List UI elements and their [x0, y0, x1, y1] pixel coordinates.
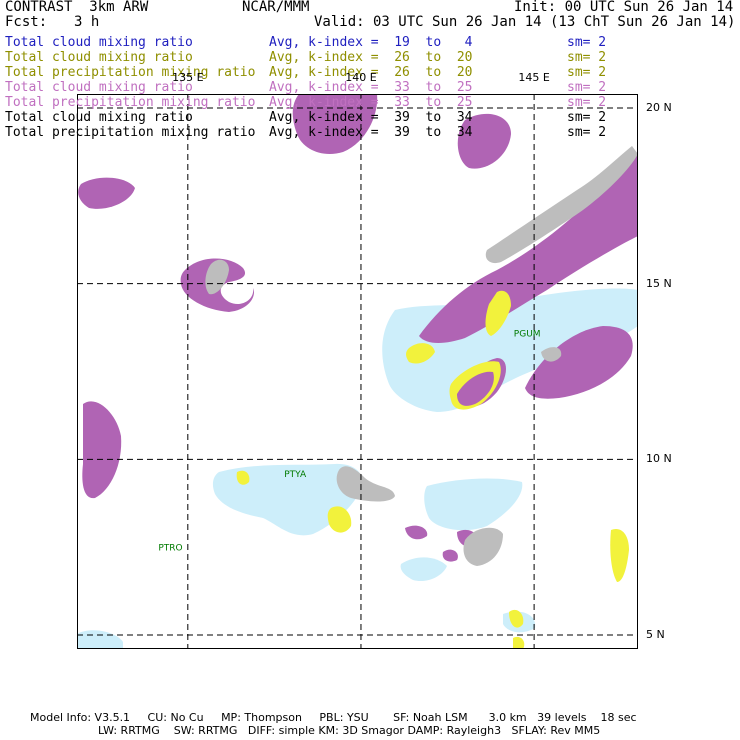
cloud-purple-region	[292, 94, 378, 154]
legend-k-index-range: Avg, k-index = 39 to 34	[269, 110, 473, 125]
cloud-light-blue-region	[77, 630, 123, 649]
legend-field-name: Total cloud mixing ratio	[5, 80, 193, 95]
legend-k-index-range: Avg, k-index = 39 to 34	[269, 125, 473, 140]
precip-yellow-region	[327, 506, 352, 533]
station-label: PGUM	[514, 329, 541, 339]
precip-yellow-region	[457, 371, 494, 406]
precip-yellow-region	[509, 609, 524, 628]
cloud-light-blue-region	[400, 557, 447, 582]
forecast-label: Fcst:	[5, 14, 48, 30]
physics-info-line: LW: RRTMG SW: RRTMG DIFF: simple KM: 3D …	[98, 724, 601, 737]
chart-title: CONTRAST 3km ARW	[5, 0, 149, 15]
legend-smoothing: sm= 2	[567, 35, 607, 50]
cloud-purple-region	[442, 549, 458, 562]
cloud-purple-region	[405, 525, 428, 540]
parallel-label: 20 N	[646, 101, 672, 115]
precip-yellow-region	[236, 470, 250, 485]
cloud-light-blue-region	[424, 478, 523, 531]
legend-field-name: Total precipitation mixing ratio	[5, 95, 256, 110]
legend-k-index-range: Avg, k-index = 26 to 20	[269, 50, 473, 65]
cloud-purple-region	[78, 177, 135, 209]
meridian-label: 145 E	[518, 71, 550, 84]
legend-field-name: Total precipitation mixing ratio	[5, 125, 256, 140]
cloud-purple-region	[419, 154, 638, 343]
cloud-gray-region	[485, 146, 638, 264]
cloud-gray-region	[541, 347, 562, 362]
legend-smoothing: sm= 2	[567, 125, 607, 140]
legend-field-name: Total cloud mixing ratio	[5, 50, 193, 65]
cloud-gray-region	[205, 259, 229, 295]
model-info-line: Model Info: V3.5.1 CU: No Cu MP: Thompso…	[30, 711, 637, 724]
cloud-gray-region	[336, 466, 395, 502]
legend-smoothing: sm= 2	[567, 110, 607, 125]
meridian-label: 135 E	[172, 71, 204, 84]
legend-k-index-range: Avg, k-index = 26 to 20	[269, 65, 473, 80]
map-svg: PGUM PTYA PTRO	[77, 94, 638, 649]
legend-field-name: Total cloud mixing ratio	[5, 35, 193, 50]
legend-smoothing: sm= 2	[567, 95, 607, 110]
parallel-label: 10 N	[646, 452, 672, 466]
valid-time: Valid: 03 UTC Sun 26 Jan 14 (13 ChT Sun …	[314, 14, 736, 30]
legend-k-index-range: Avg, k-index = 19 to 4	[269, 35, 473, 50]
legend-smoothing: sm= 2	[567, 80, 607, 95]
cloud-purple-region	[457, 113, 511, 169]
map-panel: PGUM PTYA PTRO	[77, 94, 638, 649]
station-label: PTYA	[284, 470, 307, 480]
cloud-purple-region	[525, 326, 633, 399]
cloud-gray-region	[463, 527, 503, 566]
legend-field-name: Total cloud mixing ratio	[5, 110, 193, 125]
station-markers: PGUM PTYA PTRO	[158, 329, 540, 553]
precip-yellow-region	[485, 290, 511, 336]
lat-lon-grid	[77, 94, 638, 649]
legend-smoothing: sm= 2	[567, 50, 607, 65]
legend-smoothing: sm= 2	[567, 65, 607, 80]
forecast-value: 3 h	[74, 14, 100, 30]
cloud-light-blue-region	[212, 463, 363, 536]
station-label: PTRO	[158, 544, 182, 554]
map-border	[77, 94, 638, 649]
legend-k-index-range: Avg, k-index = 33 to 25	[269, 80, 473, 95]
model-center: NCAR/MMM	[242, 0, 310, 15]
precip-yellow-region	[406, 343, 435, 364]
precip-yellow-region	[513, 636, 525, 649]
precip-yellow-region	[610, 528, 629, 582]
parallel-label: 15 N	[646, 276, 672, 290]
meridian-label: 140 E	[345, 71, 377, 84]
legend-k-index-range: Avg, k-index = 33 to 25	[269, 95, 473, 110]
parallel-label: 5 N	[646, 627, 665, 641]
init-time: Init: 00 UTC Sun 26 Jan 14	[514, 0, 734, 15]
legend-field-name: Total precipitation mixing ratio	[5, 65, 256, 80]
field-shading	[77, 94, 638, 649]
cloud-purple-region	[82, 401, 122, 499]
